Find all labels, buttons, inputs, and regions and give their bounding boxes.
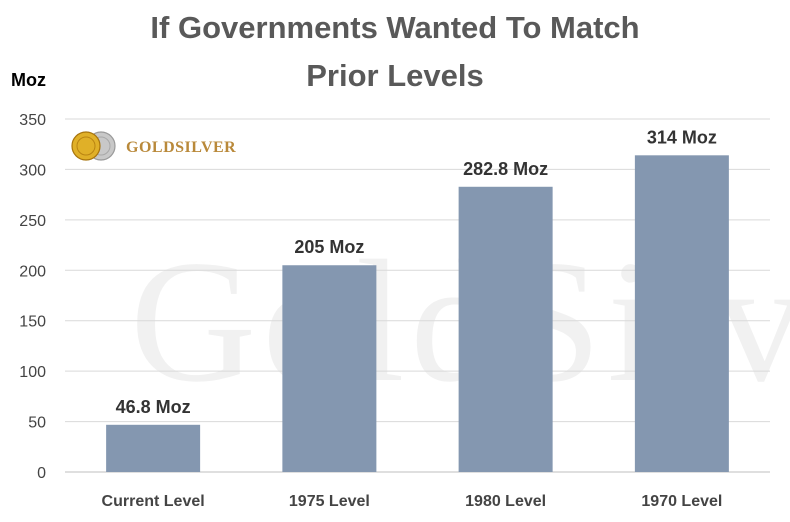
y-tick-label: 350 <box>19 112 46 129</box>
x-tick-label: 1980 Level <box>465 493 546 510</box>
bar <box>106 424 201 472</box>
bar <box>458 186 553 472</box>
labels: 0 50 100 150 200 250 300 350 46.8 Moz Current Lev… <box>19 112 722 510</box>
bar <box>282 265 377 472</box>
y-tick-label: 100 <box>19 364 46 381</box>
x-tick-label: Current Level <box>102 493 205 510</box>
chart-title-line-2: Prior Levels <box>306 58 484 93</box>
data-label: 314 Moz <box>647 127 717 147</box>
y-tick-label: 0 <box>37 465 46 482</box>
y-tick-label: 150 <box>19 314 46 331</box>
chart-title-line-1: If Governments Wanted To Match <box>150 10 640 45</box>
y-tick-label: 250 <box>19 213 46 230</box>
y-tick-label: 50 <box>28 415 46 432</box>
bars <box>106 155 729 472</box>
data-label: 46.8 Moz <box>116 397 191 417</box>
x-tick-label: 1970 Level <box>641 493 722 510</box>
x-tick-label: 1975 Level <box>289 493 370 510</box>
goldsilver-logo: GOLDSILVER <box>71 131 236 161</box>
logo-wordmark: GOLDSILVER <box>126 139 236 156</box>
y-tick-label: 200 <box>19 263 46 280</box>
gold-silver-coins-icon <box>71 131 116 161</box>
data-label: 205 Moz <box>294 237 364 257</box>
y-axis-label: Moz <box>11 70 46 90</box>
data-label: 282.8 Moz <box>463 159 548 179</box>
bar <box>634 155 729 472</box>
y-tick-label: 300 <box>19 162 46 179</box>
